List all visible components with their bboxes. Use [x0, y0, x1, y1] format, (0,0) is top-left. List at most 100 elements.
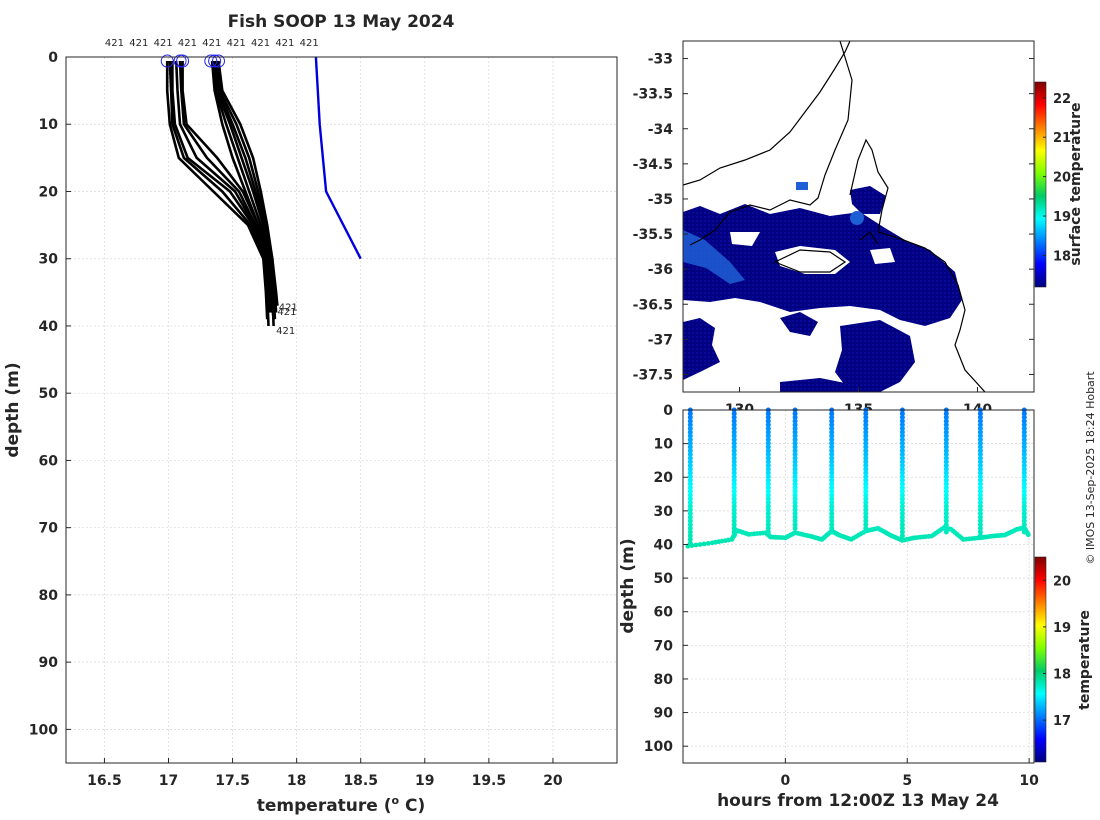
cast-3-point	[765, 466, 771, 472]
cast-8-point	[943, 463, 949, 468]
profiles-top-labels: 421 421 421 421 421 421 421 421 421	[105, 38, 319, 49]
cast-2-point	[731, 496, 737, 502]
cast-10-point	[1021, 503, 1027, 509]
profiles-axes-background	[66, 57, 617, 763]
cast-3-point	[765, 500, 771, 505]
cast-9-point	[977, 481, 983, 487]
cast-2-point	[731, 459, 737, 465]
profiles-y-tick-label: 100	[29, 722, 58, 738]
time-depth-y-tick-label: 60	[654, 605, 674, 621]
sst-warm-pixel	[796, 182, 808, 190]
cast-10-point	[1021, 429, 1027, 435]
cast-2-point	[731, 418, 737, 424]
cast-10-point	[1021, 433, 1027, 439]
cast-9-point	[977, 422, 983, 428]
cast-9-point	[977, 525, 983, 531]
cast-6-point	[863, 411, 869, 417]
cast-8-point	[943, 418, 949, 424]
cast-7-point	[899, 455, 905, 461]
cast-10-point	[1021, 444, 1027, 450]
sst-patch-west	[683, 318, 720, 380]
cast-1-point	[687, 455, 693, 461]
cast-9-point	[977, 418, 983, 424]
profiles-start-markers	[160, 54, 225, 68]
map-y-tick-label: -34	[648, 122, 674, 138]
cast-2-point	[731, 525, 737, 531]
cast-8-point	[943, 444, 949, 450]
cast-2-point	[731, 485, 737, 491]
cast-6-point	[863, 492, 869, 498]
cast-6-point	[863, 440, 869, 446]
cast-5-point	[829, 426, 835, 431]
coastline	[683, 41, 986, 392]
cast-7-point	[899, 477, 905, 483]
cast-4-point	[792, 492, 798, 498]
sst-patch-south	[780, 378, 850, 392]
profile-top-label: 421	[154, 38, 173, 49]
cast-1-point	[687, 496, 693, 502]
cast-8-point	[943, 448, 949, 454]
cast-2-point	[731, 481, 737, 487]
profile-top-label: 421	[275, 38, 294, 49]
profiles-grid	[66, 56, 617, 763]
cast-2-point	[731, 511, 737, 516]
cast-3-point	[765, 444, 771, 450]
cast-5-point	[829, 451, 835, 457]
profiles-y-axis-label: depth (m)	[3, 362, 23, 457]
cast-4-point	[792, 503, 798, 509]
cast-1-point	[687, 437, 693, 443]
map-y-tick-label: -35	[648, 192, 673, 208]
cast-8-point	[943, 455, 949, 461]
cast-1-point	[687, 477, 693, 483]
cast-4-point	[792, 507, 798, 513]
cast-2-point	[731, 503, 737, 509]
cast-8-point	[943, 529, 949, 535]
time-depth-y-tick-label: 20	[654, 470, 674, 486]
cast-2-point	[731, 466, 737, 472]
time-depth-colorbar-tick-label: 17	[1053, 714, 1071, 729]
cast-3-point	[765, 477, 771, 483]
cast-3-point	[765, 507, 771, 513]
cast-5-point	[829, 514, 835, 520]
cast-1-point	[687, 451, 693, 457]
map-y-tick-label: -37	[648, 332, 673, 348]
cast-4-point	[792, 485, 798, 491]
cast-2-point	[731, 477, 737, 483]
cast-8-point	[943, 522, 949, 528]
cast-3-point	[765, 481, 771, 487]
time-depth-x-ticks: 0 5 10	[781, 758, 1039, 789]
cast-8-point	[943, 440, 949, 446]
cast-9-point	[977, 533, 983, 539]
cast-10-point	[1021, 418, 1027, 424]
map-panel: 130135140 -33-33.5-34-34.5-35-35.5-36-36…	[633, 40, 1084, 418]
map-y-tick-label: -34.5	[633, 157, 673, 173]
cast-3-point	[765, 518, 771, 524]
profiles-y-tick-label: 80	[39, 588, 59, 604]
cast-4-point	[792, 500, 798, 505]
cast-10-point	[1021, 437, 1027, 443]
map-y-tick-label: -36	[648, 262, 673, 278]
cast-5-point	[829, 496, 835, 502]
cast-3-point	[765, 474, 771, 480]
cast-4-point	[792, 481, 798, 487]
cast-7-point	[899, 463, 905, 468]
map-colorbar-ticks: 18 19 20 21 22	[1043, 92, 1071, 264]
cast-10-point	[1021, 474, 1027, 480]
coast-yorke-fleurieu	[849, 138, 986, 392]
cast-9-point	[977, 414, 983, 420]
cast-6-point	[863, 522, 869, 528]
cast-1-point	[687, 507, 693, 513]
cast-7-point	[899, 411, 905, 417]
time-depth-x-axis-label: hours from 12:00Z 13 May 24	[717, 791, 999, 811]
cast-2-point	[731, 522, 737, 528]
time-depth-grid	[683, 409, 1034, 763]
profile-start-marker	[173, 54, 187, 68]
cast-4-point	[792, 455, 798, 461]
cast-9-point	[977, 511, 983, 516]
cast-2-point	[731, 529, 737, 535]
cast-10-point	[1021, 477, 1027, 483]
cast-9-point	[977, 474, 983, 480]
cast-5-point	[829, 503, 835, 509]
cast-2-point	[731, 514, 737, 520]
